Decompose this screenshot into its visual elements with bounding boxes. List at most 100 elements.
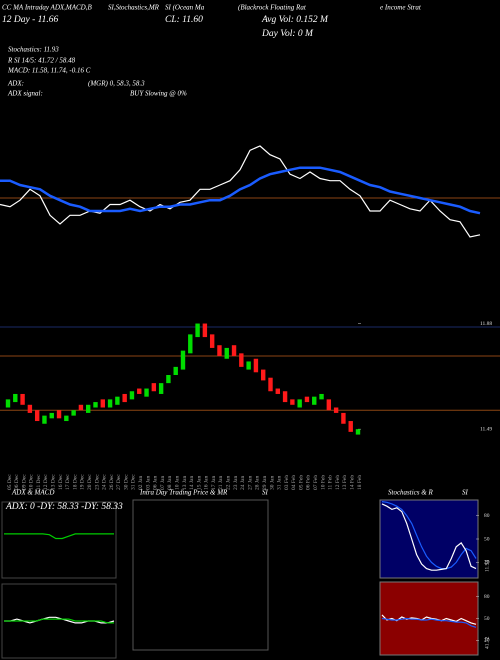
line-series <box>4 533 114 540</box>
candle-body <box>166 375 171 384</box>
candle-body <box>355 429 361 435</box>
x-tick-label: 12 Dec <box>43 474 49 490</box>
x-tick-label: 13 Feb <box>342 475 348 490</box>
header-text: (MGR) 0, 58.3, 58.3 <box>88 80 145 88</box>
x-tick-label: 10 Jan <box>174 476 180 490</box>
x-tick-label: 29 Jan <box>262 476 268 490</box>
line-series <box>381 501 477 570</box>
x-tick-label: 16 Jan <box>204 476 210 490</box>
x-tick-label: 03 Jan <box>145 476 151 490</box>
x-tick-label: 27 Dec <box>116 474 122 490</box>
y-tick-label: 50 <box>484 536 490 542</box>
x-tick-label: 27 Jan <box>247 476 253 490</box>
rsi-background <box>379 581 479 656</box>
x-tick-label: 31 Jan <box>277 476 283 490</box>
x-tick-label: 11 Feb <box>328 475 334 490</box>
header-text: R SI 14/5: 41.72 / 58.48 <box>7 57 76 65</box>
header-text: SI,Stochastics,MR <box>108 4 160 12</box>
y-tick-label: 11.49 <box>480 426 492 432</box>
x-tick-label: 23 Dec <box>94 474 100 490</box>
candle-body <box>78 404 84 411</box>
x-tick-label: 06 Jan <box>153 476 159 490</box>
candle-body <box>27 404 33 413</box>
candle-body <box>173 366 178 375</box>
candle-body <box>5 399 11 408</box>
x-tick-label: 23 Jan <box>233 476 239 490</box>
panel-title: Intra Day Trading Price & MR <box>139 489 228 497</box>
header-text: CC MA Intraday ADX,MACD,B <box>2 4 92 12</box>
x-tick-label: 04 Feb <box>291 475 297 490</box>
x-tick-label: 15 Jan <box>196 476 202 490</box>
candle-body <box>231 345 237 357</box>
x-tick-label: 03 Feb <box>284 475 290 490</box>
x-tick-label: 09 Dec <box>21 474 27 490</box>
candle-body <box>115 396 120 405</box>
x-tick-label: 05 Feb <box>298 475 304 490</box>
candle-body <box>253 358 259 373</box>
panel-title: SI <box>262 489 269 497</box>
candle-body <box>86 404 91 413</box>
candle-body <box>246 361 251 370</box>
x-tick-label: 31 Dec <box>131 474 137 490</box>
candle-body <box>333 407 339 413</box>
header-text: BUY Slowing @ 0% <box>130 90 187 98</box>
x-tick-label: 13 Dec <box>51 474 57 490</box>
x-tick-label: 08 Jan <box>167 476 173 490</box>
value-label: 41.72 <box>484 636 490 649</box>
candle-body <box>239 353 244 367</box>
line-series <box>381 617 477 628</box>
header-text: ADX: <box>7 80 24 88</box>
x-tick-label: 12 Feb <box>335 475 341 490</box>
x-tick-label: 06 Dec <box>14 474 20 490</box>
line-series <box>381 503 477 571</box>
candle-body <box>93 402 98 408</box>
candle-body <box>151 383 157 392</box>
candle-body <box>144 388 149 397</box>
y-tick-label: 80 <box>484 513 490 519</box>
panel-title: SI <box>462 489 469 497</box>
x-tick-label: 06 Feb <box>306 475 312 490</box>
candle-body <box>304 396 310 403</box>
candle-body <box>34 410 40 422</box>
candle-body <box>319 393 324 400</box>
header-text: ADX signal: <box>7 90 43 98</box>
x-tick-label: 21 Jan <box>218 476 224 490</box>
candle-body <box>13 393 18 403</box>
line-series <box>4 618 114 624</box>
candle-body <box>20 393 25 405</box>
line-series <box>0 166 481 215</box>
y-tick-label: 50 <box>484 616 490 622</box>
x-tick-label: 24 Dec <box>102 474 108 490</box>
candle-body <box>326 399 332 411</box>
x-tick-label: 30 Jan <box>269 476 275 490</box>
x-tick-label: 24 Jan <box>240 476 246 490</box>
x-tick-label: 17 Dec <box>65 474 71 490</box>
stoch-background <box>379 499 479 579</box>
adx-frame <box>1 501 117 579</box>
x-tick-label: 18 Feb <box>357 475 363 490</box>
candle-body <box>312 396 317 405</box>
candle-body <box>224 347 229 359</box>
y-tick-label: 80 <box>484 594 490 600</box>
candle-body <box>217 345 222 357</box>
x-tick-label: 18 Dec <box>72 474 78 490</box>
header-text: Avg Vol: 0.152 M <box>261 15 329 25</box>
x-tick-label: 07 Jan <box>160 476 166 490</box>
header-text: Day Vol: 0 M <box>261 29 314 39</box>
candle-body <box>158 383 164 394</box>
header-text: CL: 11.60 <box>165 15 203 25</box>
y-tick-label: 20 <box>484 638 490 644</box>
candle-body <box>64 415 69 422</box>
intraday-frame <box>132 499 269 651</box>
header-text: (Blackrock Floating Rat <box>238 4 307 12</box>
candle-body <box>209 334 215 348</box>
candle-body <box>268 377 273 392</box>
x-tick-label: 16 Dec <box>58 474 64 490</box>
x-tick-label: 02 Jan <box>138 476 144 490</box>
header-text: e Income Strat <box>380 4 422 12</box>
header-text: 12 Day - 11.66 <box>2 15 59 25</box>
header-text: Stochastics: 11.93 <box>8 46 59 54</box>
x-tick-label: 14 Feb <box>349 475 355 490</box>
x-tick-label: 07 Feb <box>313 475 319 490</box>
